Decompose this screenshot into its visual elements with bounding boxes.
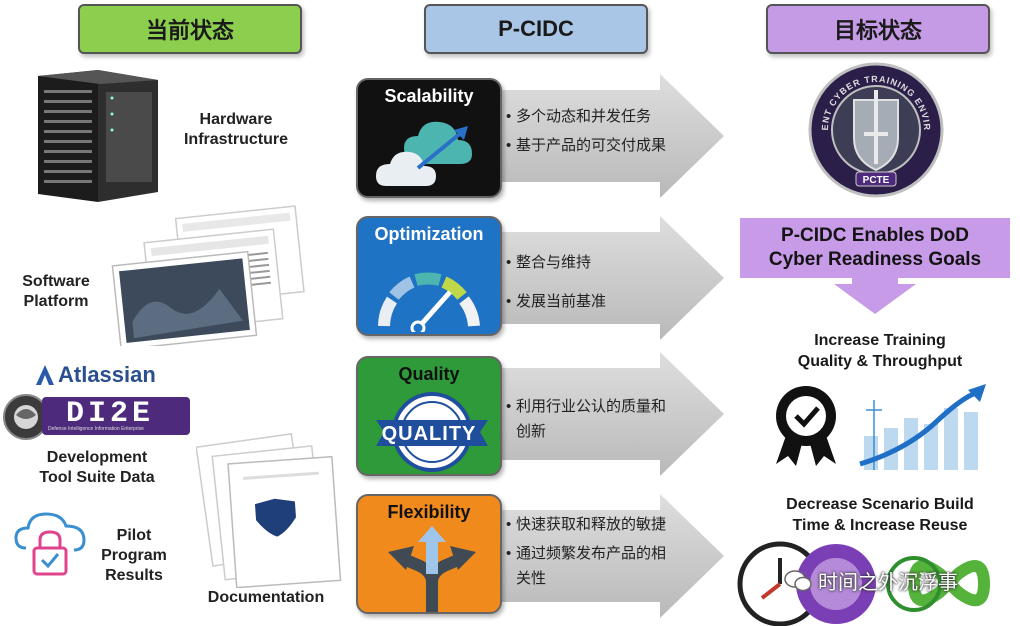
documentation-label: Documentation [207, 589, 325, 606]
pillar-title-quality: Quality [398, 364, 460, 384]
split-direction-icon [388, 526, 476, 612]
dize-emblem-icon [3, 394, 49, 440]
pilot-program-results-label: Pilot Program Results [101, 527, 167, 584]
hardware-infrastructure-label: Hardware Infrastructure [183, 111, 289, 148]
pillar-title-scalability: Scalability [384, 86, 474, 106]
bullet-item: 通过频繁发布产品的相关性 [506, 541, 676, 591]
watermark: 时间之外沉浮事 [784, 566, 958, 595]
banner-arrow-shape [740, 218, 1010, 314]
quality-badge-text: QUALITY [381, 423, 477, 445]
bullets-quality: 利用行业公认的质量和创新 [506, 394, 676, 448]
bullet-item: 基于产品的可交付成果 [506, 133, 696, 158]
bullet-item: 发展当前基准 [506, 289, 696, 314]
bullet-item: 快速获取和释放的敏捷 [506, 512, 676, 537]
bullet-item: 利用行业公认的质量和创新 [506, 394, 676, 444]
cloud-growth-icon [376, 121, 472, 186]
atlassian-icon [36, 365, 54, 385]
pcte-seal-icon: PERSISTENT CYBER TRAINING ENVIRONMENT PC… [806, 60, 944, 198]
server-rack-icon [38, 70, 158, 202]
dize-text: DI2E [66, 397, 155, 431]
watermark-text: 时间之外沉浮事 [818, 572, 958, 594]
wechat-icon [784, 569, 812, 591]
header-target-state: 目标状态 [766, 4, 990, 54]
bullets-optimization: 整合与维持 发展当前基准 [506, 250, 696, 318]
atlassian-logo: Atlassian [34, 362, 156, 388]
header-current-state: 当前状态 [78, 4, 302, 54]
software-platform-label: Software Platform [22, 273, 90, 310]
bullets-flexibility: 快速获取和释放的敏捷 通过频繁发布产品的相关性 [506, 512, 676, 595]
goal-training-label: Increase Training Quality & Throughput [797, 332, 963, 370]
pillar-scalability: Scalability [356, 78, 502, 198]
cloud-lock-icon [14, 512, 86, 576]
pillar-title-optimization: Optimization [374, 224, 484, 244]
bullets-scalability: 多个动态和并发任务 基于产品的可交付成果 [506, 104, 696, 162]
growth-bars-icon [859, 384, 986, 470]
goal-scenario-label: Decrease Scenario Build Time & Increase … [786, 496, 974, 534]
dize-subtitle: Defense Intelligence Information Enterpr… [48, 426, 144, 432]
documentation-stack-icon [196, 433, 342, 588]
software-screens-icon [111, 205, 305, 346]
clock-icon [737, 541, 823, 626]
dize-logo: DI2E Defense Intelligence Information En… [2, 393, 192, 441]
seal-bottom-text: PCTE [863, 175, 890, 186]
quality-badge-icon [376, 392, 488, 472]
atlassian-text: Atlassian [58, 362, 156, 387]
bullet-item: 整合与维持 [506, 250, 696, 275]
dize-banner: DI2E Defense Intelligence Information En… [42, 397, 190, 435]
pillar-quality: Quality QUALITY [356, 356, 502, 476]
gauge-icon [378, 272, 480, 332]
development-tool-suite-label: Development Tool Suite Data [39, 449, 155, 486]
readiness-banner-text: P-CIDC Enables DoD Cyber Readiness Goals [768, 225, 982, 270]
header-p-cidc: P-CIDC [424, 4, 648, 54]
bullet-item: 多个动态和并发任务 [506, 104, 696, 129]
reuse-infinity-icon [886, 556, 991, 612]
pillar-title-flexibility: Flexibility [387, 502, 471, 522]
award-ribbon-icon [776, 386, 836, 466]
cycle-purple-icon [796, 544, 876, 624]
pillar-optimization: Optimization [356, 216, 502, 336]
pillar-flexibility: Flexibility [356, 494, 502, 614]
